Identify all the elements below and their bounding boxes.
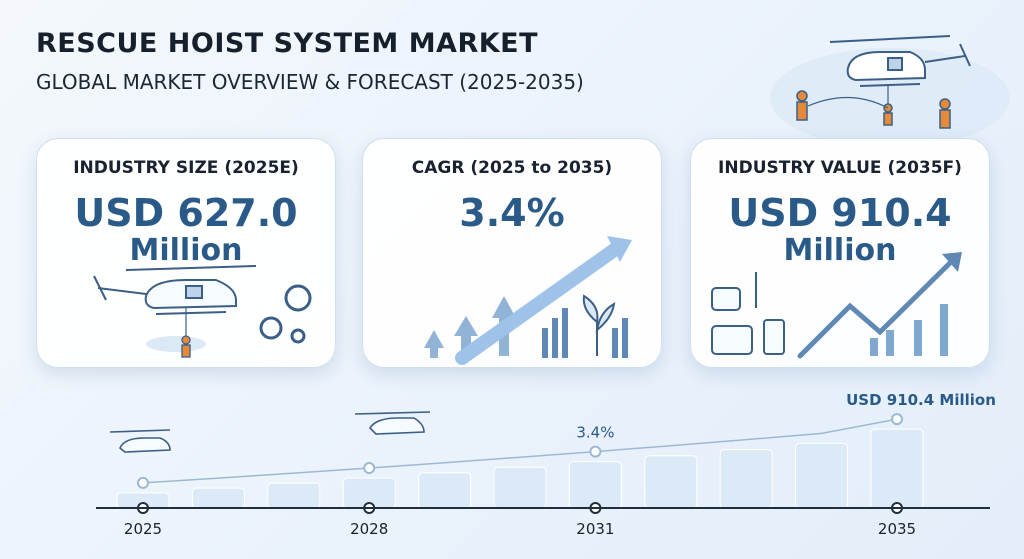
bar-2026 [191, 487, 245, 509]
bar-2029 [418, 472, 472, 509]
annotation-2031: 3.4% [576, 424, 614, 442]
equipment-growth-illustration [711, 252, 962, 359]
radio-device-icon [711, 272, 785, 355]
industry-size-unit: Million [129, 233, 243, 268]
bar-2032 [644, 455, 698, 509]
helicopter-icon [829, 35, 971, 87]
bar-2035 [870, 428, 924, 509]
tick-labels-group: 2025 2028 2031 2035 [124, 520, 916, 538]
tick-label-2025: 2025 [124, 520, 162, 538]
rescue-scene-illustration [770, 35, 1010, 148]
point-2028 [363, 462, 376, 475]
point-2035 [891, 413, 903, 426]
bar-icon [870, 304, 948, 356]
helicopter-icon [93, 265, 257, 315]
point-2031 [589, 445, 602, 458]
industry-size-card: INDUSTRY SIZE (2025E) USD 627.0 Million [36, 138, 336, 368]
rescuer-icon [796, 90, 951, 129]
bar-2031 [568, 461, 622, 509]
trend-line [142, 418, 898, 484]
bar-2033 [719, 449, 773, 509]
trend-arrow-icon [455, 241, 624, 365]
industry-size-label: INDUSTRY SIZE (2025E) [73, 158, 299, 178]
annotations-group: 3.4% USD 910.4 Million [576, 391, 996, 441]
industry-value-unit: Million [783, 233, 897, 268]
up-arrow-icon [424, 296, 516, 358]
tick-label-2035: 2035 [878, 520, 916, 538]
plant-icon [582, 294, 616, 356]
tick-label-2031: 2031 [576, 520, 614, 538]
helicopter-hoist-illustration [93, 265, 312, 358]
bar-icon [542, 308, 628, 358]
bars-group [116, 428, 924, 509]
industry-value-value: USD 910.4 [728, 191, 952, 235]
industry-size-value: USD 627.0 [74, 191, 298, 235]
growth-arrows-illustration [424, 236, 632, 365]
industry-value-label: INDUSTRY VALUE (2035F) [718, 158, 962, 178]
trend-line-icon [797, 255, 958, 359]
annotation-2035: USD 910.4 Million [846, 391, 996, 409]
rescuer-icon [181, 335, 191, 358]
page-title: RESCUE HOIST SYSTEM MARKET [36, 28, 539, 59]
tick-label-2028: 2028 [350, 520, 388, 538]
cagr-label: CAGR (2025 to 2035) [411, 158, 613, 178]
bar-2030 [493, 466, 547, 509]
gear-icon [259, 284, 312, 344]
industry-value-card: INDUSTRY VALUE (2035F) USD 910.4 Million [690, 138, 990, 368]
bar-2027 [267, 482, 321, 509]
page-subtitle: GLOBAL MARKET OVERVIEW & FORECAST (2025-… [36, 70, 584, 94]
cagr-value: 3.4% [459, 191, 565, 235]
bar-2034 [795, 442, 849, 509]
helicopter-icon [109, 411, 431, 453]
point-2025 [137, 476, 149, 489]
cagr-card: CAGR (2025 to 2035) 3.4% [362, 138, 662, 368]
forecast-timeline-chart: 2025 2028 2031 2035 3.4% USD 910.4 Million [96, 391, 996, 538]
